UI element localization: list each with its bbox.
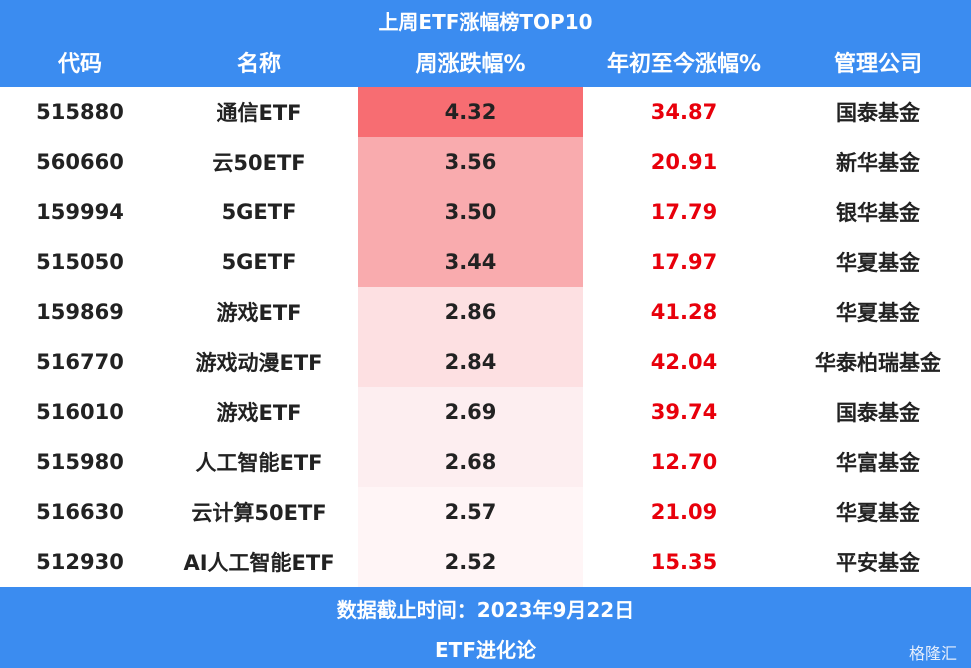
table-cell: 云50ETF <box>212 151 306 175</box>
highlight-cell <box>358 387 583 437</box>
column-header: 周涨跌幅% <box>415 52 526 77</box>
table-cell: 云计算50ETF <box>191 501 327 525</box>
table-cell: 516630 <box>36 500 124 524</box>
highlight-cell <box>358 137 583 187</box>
table-cell: 3.44 <box>444 250 497 274</box>
table-cell: 34.87 <box>650 100 718 124</box>
highlight-cell <box>358 237 583 287</box>
column-header: 年初至今涨幅% <box>606 52 762 77</box>
table-cell: 国泰基金 <box>836 101 920 125</box>
table-cell: 新华基金 <box>836 151 920 175</box>
table-cell: 17.79 <box>650 200 718 224</box>
table-cell: 2.52 <box>444 550 497 574</box>
highlight-cell <box>358 437 583 487</box>
table-cell: 515050 <box>36 250 124 274</box>
table-cell: 20.91 <box>650 150 718 174</box>
header-bar <box>0 0 971 87</box>
table-cell: 515980 <box>36 450 124 474</box>
highlight-cell <box>358 187 583 237</box>
table-cell: 41.28 <box>650 300 718 324</box>
table-cell: 2.57 <box>444 500 497 524</box>
column-header: 代码 <box>57 52 102 77</box>
table-cell: 42.04 <box>650 350 718 374</box>
table-cell: 5GETF <box>221 200 297 224</box>
table-cell: 516770 <box>36 350 124 374</box>
source: ETF进化论 <box>435 638 536 662</box>
table-cell: 39.74 <box>650 400 718 424</box>
table-cell: 515880 <box>36 100 124 124</box>
table-cell: 游戏ETF <box>216 401 302 425</box>
table-cell: 3.56 <box>444 150 497 174</box>
table-cell: 2.86 <box>444 300 497 324</box>
table-cell: 华富基金 <box>836 451 920 475</box>
watermark: 格隆汇 <box>908 644 957 663</box>
table-cell: 华泰柏瑞基金 <box>815 351 941 375</box>
table-cell: 2.69 <box>444 400 497 424</box>
table-cell: 2.84 <box>444 350 497 374</box>
highlight-cell <box>358 487 583 537</box>
table-cell: 560660 <box>36 150 124 174</box>
table-cell: 游戏动漫ETF <box>195 351 323 375</box>
table-cell: AI人工智能ETF <box>183 551 335 575</box>
highlight-cell <box>358 287 583 337</box>
date-note: 数据截止时间：2023年9月22日 <box>336 598 635 622</box>
table-cell: 人工智能ETF <box>195 451 323 475</box>
table-cell: 17.97 <box>650 250 718 274</box>
table-cell: 512930 <box>36 550 124 574</box>
table-cell: 15.35 <box>650 550 718 574</box>
table-cell: 5GETF <box>221 250 297 274</box>
table-cell: 游戏ETF <box>216 301 302 325</box>
table-cell: 516010 <box>36 400 124 424</box>
table-cell: 华夏基金 <box>836 251 920 275</box>
table-cell: 159994 <box>36 200 124 224</box>
table-cell: 平安基金 <box>836 551 920 575</box>
highlight-cell <box>358 537 583 587</box>
table-cell: 159869 <box>36 300 124 324</box>
table-cell: 通信ETF <box>216 101 302 125</box>
column-header: 管理公司 <box>833 52 922 77</box>
table-cell: 12.70 <box>650 450 718 474</box>
highlight-cell <box>358 337 583 387</box>
highlight-cell <box>358 87 583 137</box>
table-cell: 银华基金 <box>836 201 920 225</box>
table-cell: 国泰基金 <box>836 401 920 425</box>
table-cell: 3.50 <box>444 200 497 224</box>
column-header: 名称 <box>236 52 281 77</box>
table-cell: 华夏基金 <box>836 301 920 325</box>
footer-bar <box>0 587 971 668</box>
title: 上周ETF涨幅榜TOP10 <box>378 10 593 34</box>
table-cell: 4.32 <box>444 100 497 124</box>
table-cell: 21.09 <box>650 500 718 524</box>
table-cell: 华夏基金 <box>836 501 920 525</box>
table-cell: 2.68 <box>444 450 497 474</box>
